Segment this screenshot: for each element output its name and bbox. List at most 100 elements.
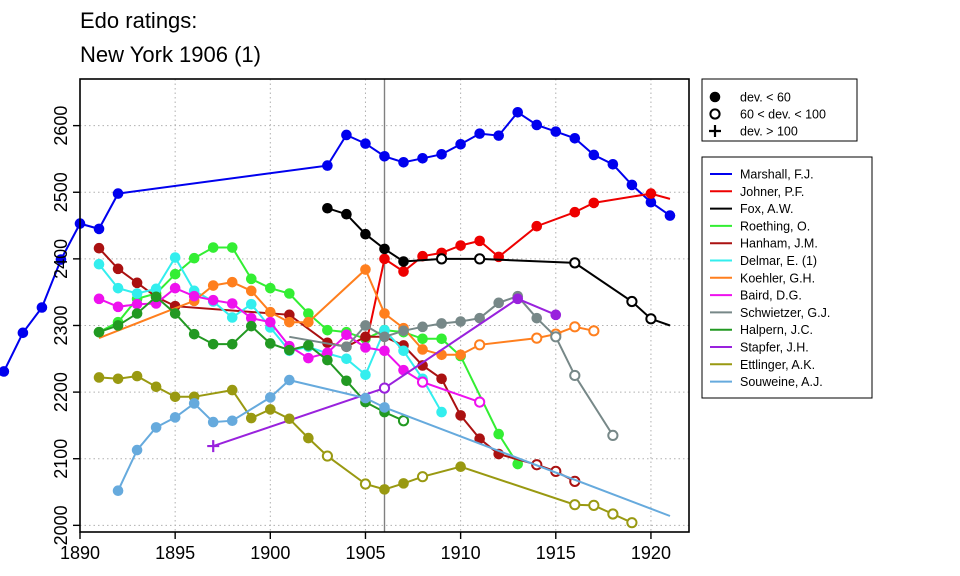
data-point-9-13 bbox=[341, 375, 352, 387]
data-point-0-25 bbox=[607, 158, 619, 170]
data-point-11-6 bbox=[226, 384, 238, 396]
data-point-7-14 bbox=[360, 342, 371, 353]
data-point-10-0 bbox=[207, 440, 220, 453]
data-point-11-9 bbox=[284, 413, 295, 425]
series-4 bbox=[93, 242, 581, 487]
data-point-5-13 bbox=[341, 353, 352, 365]
data-point-3-21 bbox=[512, 458, 524, 470]
data-point-8-13 bbox=[569, 369, 581, 382]
marker-legend-symbol-2 bbox=[709, 125, 721, 137]
marker-legend-box bbox=[701, 78, 858, 142]
data-point-0-8 bbox=[93, 223, 105, 235]
x-tick-label-3: 1905 bbox=[345, 543, 385, 563]
series-1 bbox=[364, 188, 671, 348]
data-point-2-5 bbox=[435, 253, 448, 265]
data-point-8-14 bbox=[607, 429, 619, 442]
data-point-6-7 bbox=[303, 316, 314, 328]
data-point-12-5 bbox=[207, 416, 219, 428]
data-point-6-18 bbox=[588, 325, 600, 337]
x-tick-label-1: 1895 bbox=[155, 543, 195, 563]
data-point-8-6 bbox=[436, 318, 447, 329]
y-tick-label-0: 2000 bbox=[51, 505, 71, 545]
x-axis: 1890 1895 1900 1905 1910 1915 1920 bbox=[60, 532, 671, 563]
data-point-11-12 bbox=[359, 478, 372, 490]
data-point-11-19 bbox=[607, 508, 619, 520]
data-point-9-16 bbox=[397, 415, 410, 427]
data-point-6-14 bbox=[474, 339, 486, 351]
series-9 bbox=[93, 291, 410, 427]
marker-legend-label-1: 60 < dev. < 100 bbox=[740, 108, 826, 122]
chart-title-line-1: Edo ratings: bbox=[80, 8, 197, 33]
data-point-9-2 bbox=[131, 308, 143, 319]
data-point-12-1 bbox=[131, 444, 143, 456]
series-legend-label-9: Halpern, J.C. bbox=[740, 323, 813, 337]
data-point-10-3 bbox=[550, 309, 562, 321]
data-point-0-12 bbox=[360, 138, 371, 149]
data-point-0-3 bbox=[0, 366, 10, 377]
data-point-11-3 bbox=[150, 381, 162, 393]
data-point-2-7 bbox=[569, 257, 581, 269]
data-point-3-18 bbox=[436, 333, 447, 345]
data-point-0-14 bbox=[398, 156, 409, 168]
x-tick-label-4: 1910 bbox=[441, 543, 481, 563]
data-point-11-10 bbox=[303, 432, 314, 444]
series-legend-label-5: Delmar, E. (1) bbox=[740, 254, 817, 268]
data-point-6-15 bbox=[531, 332, 543, 344]
data-point-11-1 bbox=[112, 373, 124, 385]
marker-legend-symbol-0 bbox=[709, 91, 721, 103]
data-point-9-6 bbox=[207, 338, 219, 350]
data-point-7-11 bbox=[303, 352, 314, 364]
data-point-1-5 bbox=[455, 240, 466, 251]
data-point-11-17 bbox=[569, 499, 581, 511]
data-point-0-19 bbox=[493, 130, 504, 141]
data-point-7-18 bbox=[474, 396, 486, 408]
data-point-7-13 bbox=[341, 329, 352, 341]
data-point-9-3 bbox=[150, 291, 162, 303]
data-point-9-1 bbox=[112, 320, 124, 331]
data-point-9-4 bbox=[169, 308, 181, 319]
marker-legend-symbol-1 bbox=[709, 108, 721, 120]
data-point-0-9 bbox=[112, 188, 124, 199]
data-point-6-12 bbox=[436, 349, 447, 361]
data-point-0-21 bbox=[531, 119, 543, 131]
y-tick-label-4: 2400 bbox=[51, 239, 71, 279]
data-point-0-15 bbox=[417, 152, 428, 164]
data-point-0-18 bbox=[474, 128, 485, 139]
data-point-12-6 bbox=[226, 415, 238, 427]
marker-legend-label-2: dev. > 100 bbox=[740, 125, 798, 139]
data-point-0-10 bbox=[322, 160, 333, 171]
data-point-2-4 bbox=[398, 256, 409, 267]
data-point-4-2 bbox=[131, 277, 143, 289]
marker-legend: dev. < 60 60 < dev. < 100 dev. > 100 bbox=[701, 78, 858, 142]
data-point-5-18 bbox=[436, 406, 447, 418]
x-tick-label-5: 1915 bbox=[536, 543, 576, 563]
data-point-0-5 bbox=[36, 302, 48, 313]
series-legend: Marshall, F.J. Johner, P.F. Fox, A.W. Roeth… bbox=[701, 156, 873, 399]
data-point-2-3 bbox=[379, 243, 390, 255]
data-point-2-1 bbox=[341, 208, 352, 220]
x-tick-label-2: 1900 bbox=[250, 543, 290, 563]
data-point-3-6 bbox=[207, 242, 219, 253]
data-point-5-8 bbox=[245, 298, 257, 310]
data-point-6-8 bbox=[360, 264, 371, 275]
data-point-2-9 bbox=[645, 313, 657, 325]
data-point-8-8 bbox=[474, 312, 485, 324]
data-point-0-20 bbox=[512, 107, 524, 118]
series-group bbox=[0, 107, 676, 529]
data-point-5-0 bbox=[93, 258, 105, 270]
series-line-4 bbox=[98, 247, 576, 483]
data-point-7-4 bbox=[169, 282, 181, 294]
data-point-11-18 bbox=[588, 499, 600, 511]
data-point-6-13 bbox=[455, 349, 466, 361]
data-point-0-24 bbox=[588, 149, 600, 161]
data-point-11-8 bbox=[265, 404, 276, 415]
data-point-5-2 bbox=[131, 288, 143, 299]
data-point-12-10 bbox=[379, 402, 390, 413]
series-legend-label-12: Souweine, A.J. bbox=[740, 375, 823, 389]
data-point-8-2 bbox=[360, 320, 371, 331]
data-point-1-2 bbox=[398, 266, 409, 277]
data-point-12-4 bbox=[188, 398, 200, 409]
data-point-4-1 bbox=[112, 263, 124, 275]
series-7 bbox=[93, 282, 486, 408]
series-line-10 bbox=[212, 297, 557, 448]
